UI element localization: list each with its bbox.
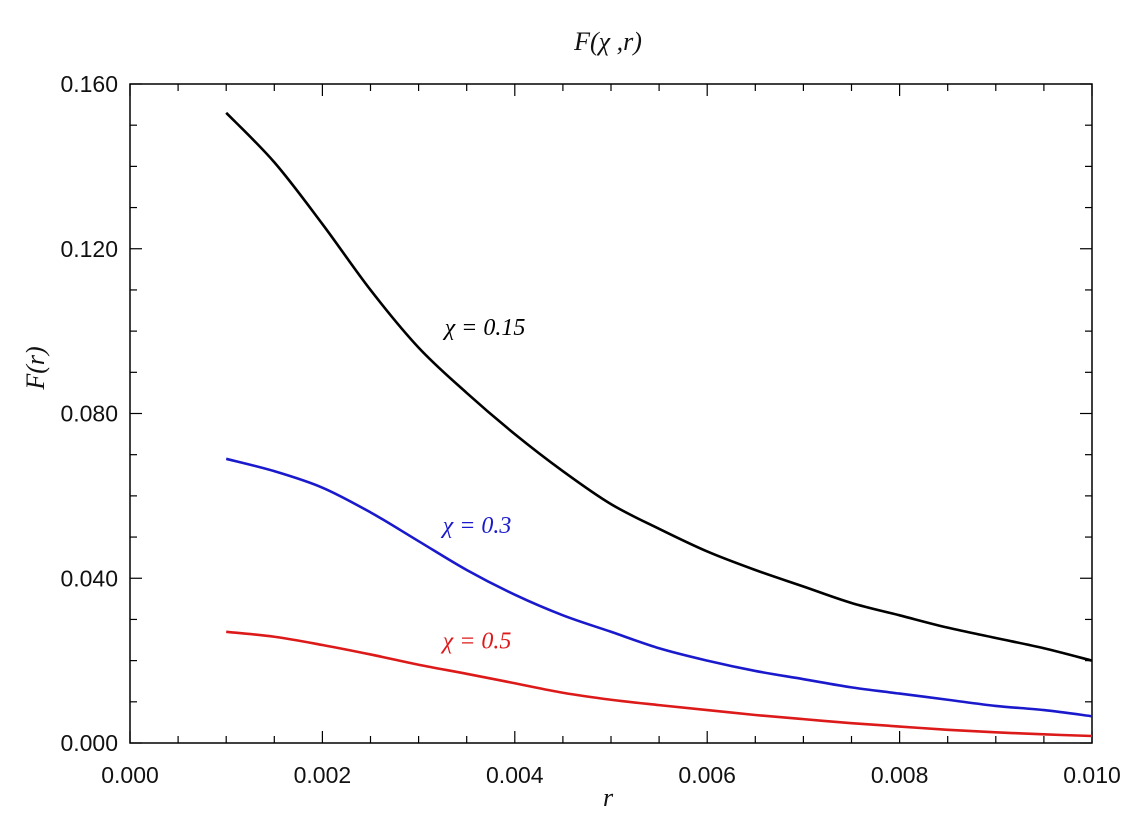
y-tick-label: 0.160: [60, 71, 118, 97]
y-tick-label: 0.040: [60, 565, 118, 591]
series-line-3: [226, 630, 1093, 738]
y-tick-label: 0.080: [60, 401, 118, 427]
series-label-1: χ = 0.15: [443, 315, 526, 341]
series-label-3: χ = 0.5: [441, 628, 512, 654]
x-tick-label: 0.010: [1063, 762, 1121, 788]
x-tick-label: 0.000: [101, 762, 159, 788]
series-label-2: χ = 0.3: [441, 513, 512, 539]
plot-frame: [129, 83, 1093, 744]
chart-title: F(χ ,r): [573, 27, 642, 56]
x-tick-label: 0.008: [871, 762, 929, 788]
y-tick-label: 0.120: [60, 236, 118, 262]
x-tick-label: 0.006: [678, 762, 736, 788]
x-axis-title: r: [603, 783, 614, 812]
series-line-1: [225, 111, 1093, 662]
series-line-2: [225, 457, 1093, 718]
plot-area: 0.000 0.002 0.004 0.006 0.008 0.010 0.000 0.040…: [60, 71, 1120, 788]
y-tick-label: 0.000: [60, 730, 118, 756]
x-tick-label: 0.002: [294, 762, 352, 788]
x-tick-label: 0.004: [486, 762, 544, 788]
y-axis-title: F(r): [21, 346, 50, 390]
